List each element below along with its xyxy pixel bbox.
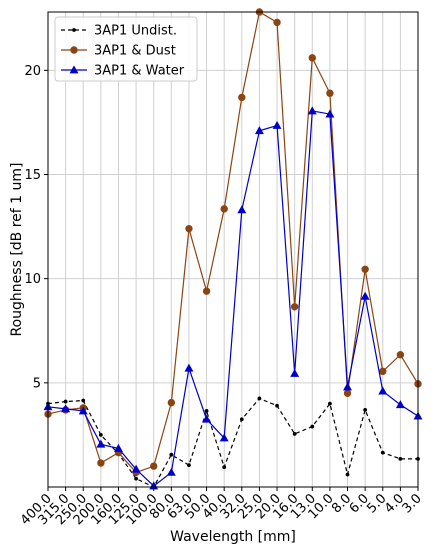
series-1-point <box>220 205 228 213</box>
series-0-point <box>187 463 191 468</box>
series-0-point <box>363 408 368 412</box>
x-axis-label: Wavelength [mm] <box>170 529 296 545</box>
series-0-line <box>47 397 418 488</box>
series-1-point <box>308 54 316 62</box>
legend-entry: 3AP1 Undist. <box>61 24 177 39</box>
series-0-point <box>98 433 103 437</box>
series-0-point <box>257 396 262 401</box>
series-2-line <box>47 110 419 487</box>
series-2-point <box>360 291 370 300</box>
series-0-point <box>328 401 332 406</box>
series-2 <box>43 106 423 490</box>
series-0-point <box>222 465 227 470</box>
x-axis-ticks: 400.0315.0250.0200.0160.0125.0100.080.06… <box>18 487 425 528</box>
series-1-point <box>273 18 281 27</box>
series-2-point <box>61 404 71 413</box>
legend-label: 3AP1 & Dust <box>94 44 176 59</box>
series-2-point <box>96 439 106 448</box>
series-2-point <box>272 120 282 129</box>
series-0-point <box>169 452 174 457</box>
series-0-point <box>380 450 385 455</box>
series-0-point <box>63 399 68 404</box>
series-1-point <box>150 462 158 470</box>
series-2-point <box>219 433 229 442</box>
legend-entry: 3AP1 & Water <box>61 64 185 79</box>
series-2-point <box>254 126 264 135</box>
grid <box>47 12 419 487</box>
series-2-point <box>395 400 405 409</box>
series-1-point <box>70 46 78 54</box>
series-0-point <box>398 456 403 461</box>
series-1-line <box>47 11 419 474</box>
series-2-point <box>131 464 141 473</box>
series-2-point <box>237 205 247 214</box>
series-2-point <box>202 414 212 423</box>
y-axis-label: Roughness [dB ref 1 um] <box>9 163 25 337</box>
series-0-point <box>275 403 279 408</box>
series-2-point <box>78 406 88 415</box>
series-1-point <box>326 89 334 97</box>
series-1-point <box>290 303 299 311</box>
y-tick-label: 10 <box>24 272 41 287</box>
series-1-point <box>185 224 193 233</box>
series-2-point <box>114 443 123 452</box>
legend: 3AP1 Undist. 3AP1 & Dust 3AP1 & Water <box>54 16 198 82</box>
legend-entry: 3AP1 & Dust <box>61 44 176 59</box>
series-0-point <box>292 431 297 436</box>
series-2-point <box>166 467 176 476</box>
series-0-point <box>345 472 350 477</box>
y-tick-label: 20 <box>24 64 41 79</box>
series-1-point <box>202 287 211 295</box>
plot-frame <box>47 11 419 488</box>
y-axis-ticks: 5 10 15 20 <box>24 64 48 391</box>
y-tick-label: 15 <box>24 168 41 183</box>
legend-label: 3AP1 & Water <box>94 64 185 79</box>
series-2-point <box>69 65 79 74</box>
series-2-point <box>184 363 194 372</box>
series-0-point <box>204 409 209 413</box>
series-1-point <box>167 398 176 407</box>
series-0-point <box>72 28 76 32</box>
series-2-point <box>343 382 352 391</box>
legend-box <box>54 16 198 82</box>
series-2-point <box>325 109 335 118</box>
series-1-point <box>343 389 352 397</box>
series-1-point <box>361 265 369 273</box>
series-0-point <box>81 398 86 403</box>
series-lines <box>43 8 423 490</box>
series-1-point <box>238 93 246 102</box>
series-0-point <box>134 476 138 481</box>
y-tick-label: 5 <box>33 376 41 391</box>
legend-label: 3AP1 Undist. <box>94 24 177 39</box>
x-tick-label: 3.0 <box>400 491 425 516</box>
series-1 <box>44 8 422 477</box>
series-2-point <box>290 368 300 377</box>
series-0-point <box>239 417 244 422</box>
series-1-point <box>97 459 105 467</box>
series-2-point <box>307 106 317 115</box>
series-1-point <box>379 367 387 376</box>
series-2-point <box>378 386 388 395</box>
series-1-point <box>396 351 405 359</box>
series-0-point <box>310 424 315 429</box>
